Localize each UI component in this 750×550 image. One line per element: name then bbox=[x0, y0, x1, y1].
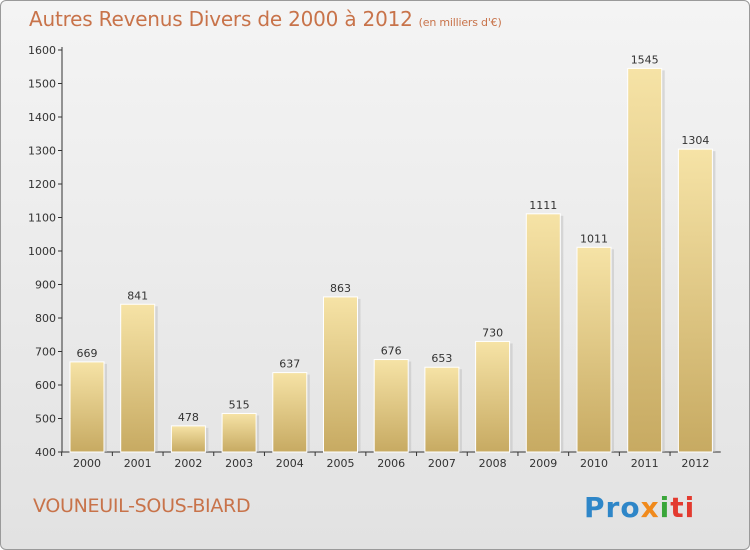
x-tick-label: 2001 bbox=[124, 457, 152, 470]
bar bbox=[272, 372, 308, 453]
chart-subtitle: (en milliers d'€) bbox=[418, 16, 502, 29]
x-tick-label: 2008 bbox=[479, 457, 507, 470]
y-tick-label: 500 bbox=[35, 413, 56, 426]
y-tick-label: 1500 bbox=[28, 78, 56, 91]
bar bbox=[525, 213, 561, 453]
x-tick-label: 2006 bbox=[377, 457, 405, 470]
y-tick-label: 1200 bbox=[28, 178, 56, 191]
x-tick-label: 2011 bbox=[631, 457, 659, 470]
y-tick-label: 700 bbox=[35, 346, 56, 359]
y-tick-label: 800 bbox=[35, 312, 56, 325]
bar bbox=[120, 303, 156, 453]
bars bbox=[69, 67, 716, 453]
x-tick-label: 2005 bbox=[327, 457, 355, 470]
y-tick-label: 1400 bbox=[28, 111, 56, 124]
bar bbox=[323, 296, 358, 453]
data-label: 730 bbox=[482, 326, 503, 339]
chart-title: Autres Revenus Divers de 2000 à 2012 (en … bbox=[29, 7, 502, 31]
bar bbox=[170, 425, 206, 453]
y-tick-label: 1600 bbox=[28, 44, 56, 57]
y-tick-label: 600 bbox=[35, 379, 56, 392]
x-tick-label: 2012 bbox=[681, 457, 709, 470]
data-label: 515 bbox=[229, 398, 250, 411]
y-tick-label: 900 bbox=[35, 279, 56, 292]
title-text: Autres Revenus Divers de 2000 à 2012 bbox=[29, 7, 413, 31]
data-label: 676 bbox=[381, 345, 402, 358]
data-label: 1545 bbox=[631, 53, 659, 66]
bar bbox=[576, 246, 612, 453]
x-tick-label: 2004 bbox=[276, 457, 304, 470]
x-tick-label: 2002 bbox=[174, 457, 202, 470]
y-tick-label: 1100 bbox=[28, 212, 56, 225]
data-label: 863 bbox=[330, 282, 351, 295]
y-tick-label: 1000 bbox=[28, 245, 56, 258]
data-label: 637 bbox=[279, 358, 300, 371]
x-tick-label: 2003 bbox=[225, 457, 253, 470]
x-tick-label: 2010 bbox=[580, 457, 608, 470]
bar bbox=[475, 340, 511, 453]
data-label: 1111 bbox=[529, 199, 557, 212]
bar bbox=[627, 67, 663, 453]
bar bbox=[677, 148, 713, 453]
bar bbox=[69, 361, 105, 453]
data-label: 1011 bbox=[580, 232, 608, 245]
data-label: 653 bbox=[431, 352, 452, 365]
y-tick-label: 400 bbox=[35, 446, 56, 459]
labels: 669 841 478 515 637 863 676 653 730 1111 1011 1545 1… bbox=[77, 53, 710, 423]
bar bbox=[373, 359, 409, 453]
city-name: VOUNEUIL-SOUS-BIARD bbox=[33, 495, 251, 517]
x-tick-label: 2009 bbox=[529, 457, 557, 470]
x-tick-label: 2007 bbox=[428, 457, 456, 470]
data-label: 669 bbox=[77, 347, 98, 360]
bar bbox=[424, 366, 460, 453]
data-label: 1304 bbox=[681, 134, 709, 147]
bar bbox=[221, 412, 257, 453]
data-label: 841 bbox=[127, 289, 148, 302]
data-label: 478 bbox=[178, 411, 199, 424]
proxiti-logo: Proxiti bbox=[584, 491, 696, 524]
axes: 400 500 600 700 800 900 1000 1100 1200 1300 1400 15… bbox=[28, 44, 721, 470]
x-tick-label: 2000 bbox=[73, 457, 101, 470]
y-tick-label: 1300 bbox=[28, 145, 56, 158]
